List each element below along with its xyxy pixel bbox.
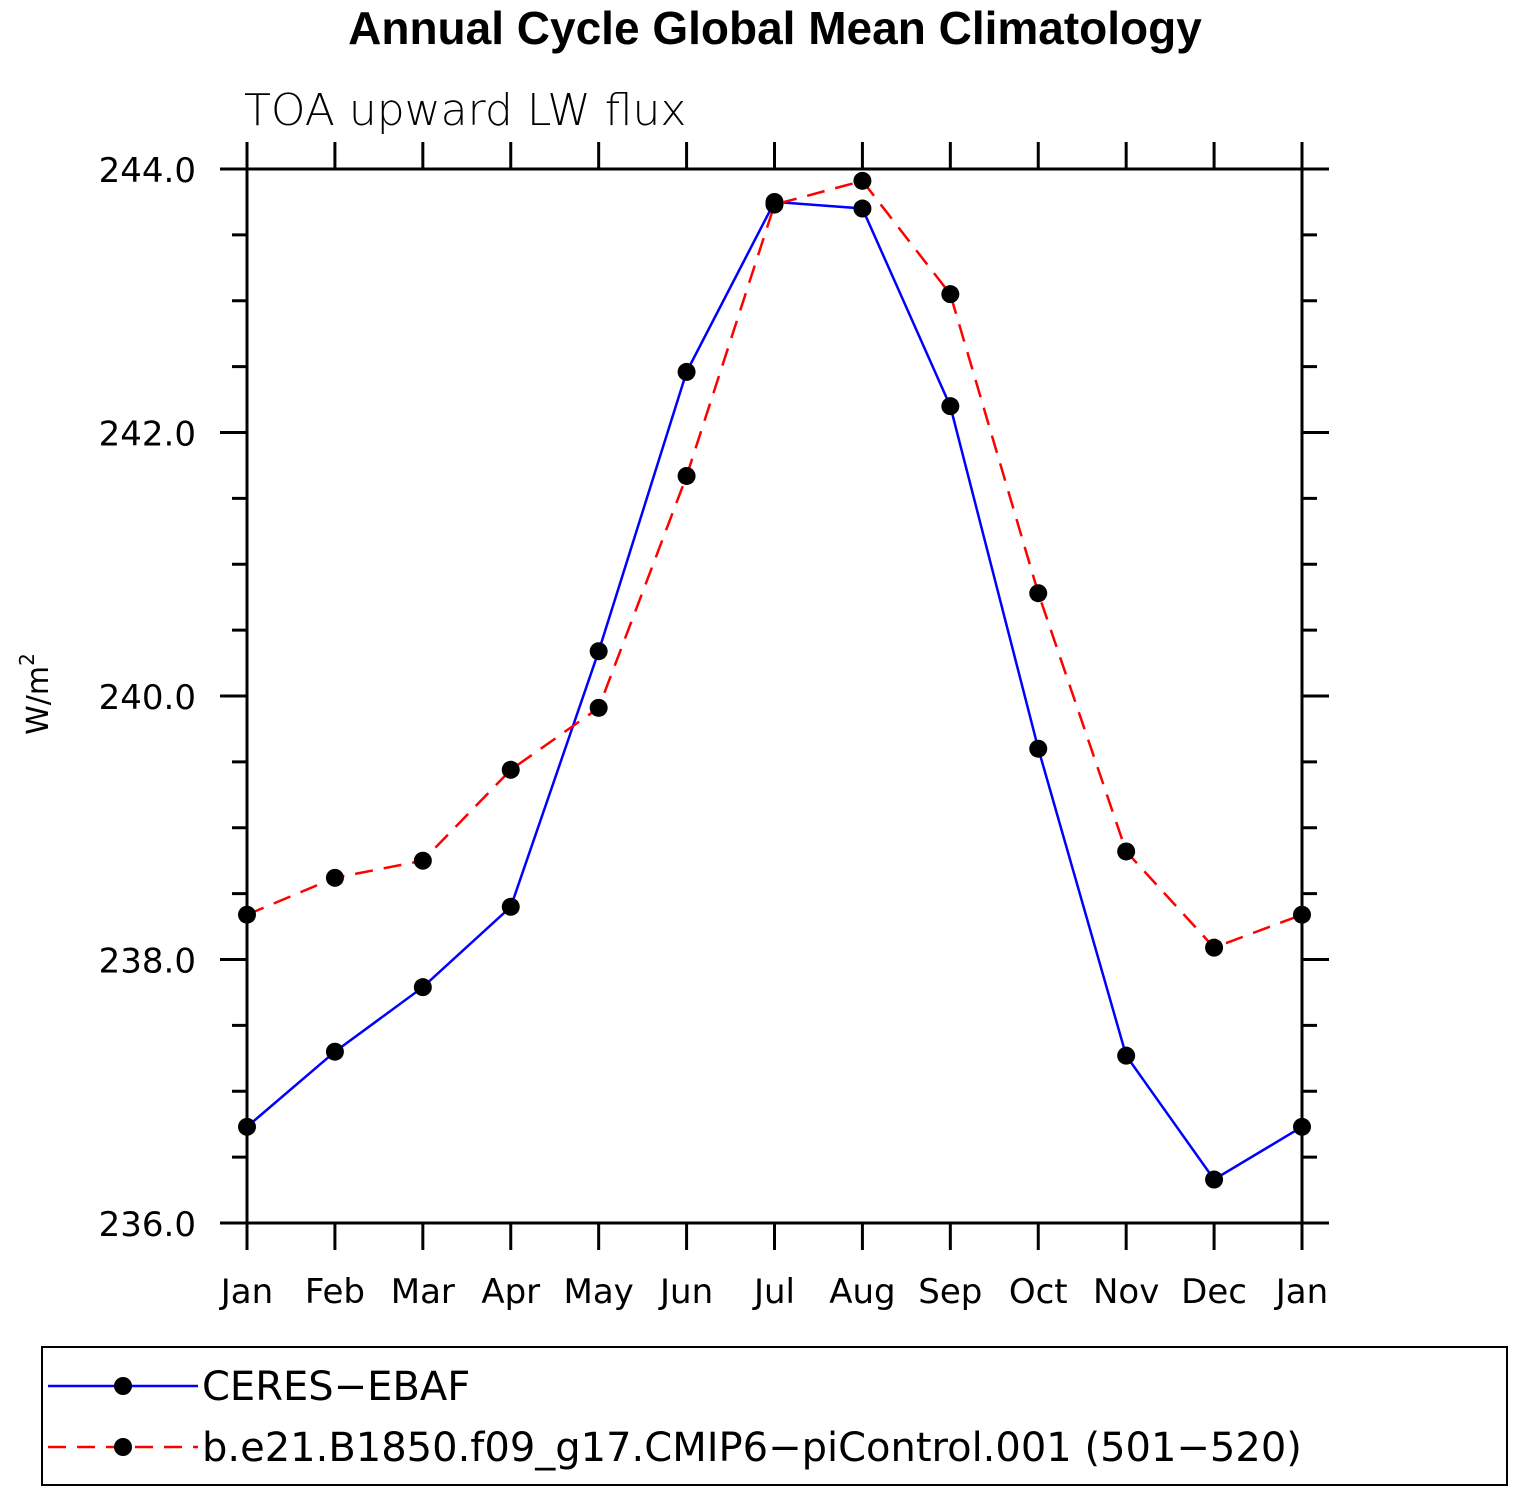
y-tick-label: 238.0 (99, 942, 196, 982)
series-1-point (765, 195, 784, 214)
y-tick-label: 242.0 (99, 415, 196, 455)
x-tick-label: Mar (391, 1272, 455, 1312)
series-1-point (1117, 842, 1136, 861)
x-tick-label: Oct (1009, 1272, 1068, 1312)
x-tick-label: Apr (481, 1272, 540, 1312)
legend-box (41, 1346, 1508, 1486)
series-0-point (1293, 1117, 1311, 1136)
chart-title: Annual Cycle Global Mean Climatology (348, 2, 1202, 54)
y-tick-label: 240.0 (99, 678, 196, 718)
y-axis-label: W/m2 (15, 653, 56, 735)
series-0-point (1205, 1170, 1224, 1189)
series-0-point (677, 362, 696, 381)
series-0-point (853, 199, 872, 218)
series-line-1 (246, 179, 1303, 950)
legend-label-ceres: CERES−EBAF (202, 1364, 470, 1410)
y-tick-label: 236.0 (99, 1205, 196, 1245)
x-tick-label: Jan (219, 1272, 273, 1312)
legend: CERES−EBAF b.e21.B1850.f09_g17.CMIP6−piC… (41, 1346, 1508, 1486)
series-line-0 (246, 200, 1303, 1182)
y-axis-label-superscript: 2 (15, 653, 39, 666)
legend-marker-model (114, 1438, 132, 1456)
legend-label-model: b.e21.B1850.f09_g17.CMIP6−piControl.001 … (202, 1425, 1302, 1471)
svg-text:W/m2: W/m2 (15, 653, 56, 735)
x-tick-labels: Jan Feb Mar Apr May Jun Jul Aug Sep Oct Nov Dec Jan (219, 1272, 1328, 1312)
series-0-point (413, 978, 432, 997)
x-tick-label: Dec (1181, 1272, 1247, 1312)
series-0-point (238, 1117, 256, 1136)
series-1-point (501, 760, 520, 779)
chart-subtitle: TOA upward LW flux (244, 85, 686, 136)
series-1-point (589, 698, 608, 717)
x-tick-label: Nov (1093, 1272, 1159, 1312)
axis-ticks (220, 142, 1329, 1250)
series-1-point (1205, 938, 1224, 957)
y-tick-label: 244.0 (99, 151, 196, 191)
series-1-point (941, 285, 960, 304)
series-1-point (1293, 905, 1311, 924)
series-1-point (853, 171, 872, 190)
x-tick-label: Jan (1274, 1272, 1328, 1312)
series-1-point (238, 905, 256, 924)
series-1-point (677, 466, 696, 485)
x-tick-label: Sep (918, 1272, 982, 1312)
legend-marker-ceres (114, 1377, 132, 1395)
series-0-point (1029, 739, 1048, 758)
x-tick-label: Jun (658, 1272, 713, 1312)
series-0-point (941, 397, 960, 416)
x-tick-label: Aug (829, 1272, 895, 1312)
series-1-point (1029, 584, 1048, 603)
y-axis-label-text: W/m (21, 666, 56, 735)
x-tick-label: Feb (305, 1272, 365, 1312)
series-0-point (589, 642, 608, 661)
y-tick-labels: 236.0 238.0 240.0 242.0 244.0 (99, 151, 196, 1245)
x-tick-label: May (564, 1272, 634, 1312)
series-1-point (325, 868, 344, 887)
series-0-point (325, 1042, 344, 1061)
series-layer (238, 171, 1311, 1189)
x-tick-label: Jul (752, 1272, 795, 1312)
series-0-point (501, 897, 520, 916)
series-1-point (413, 851, 432, 870)
series-0-point (1117, 1046, 1136, 1065)
plot-frame (245, 167, 1304, 1225)
